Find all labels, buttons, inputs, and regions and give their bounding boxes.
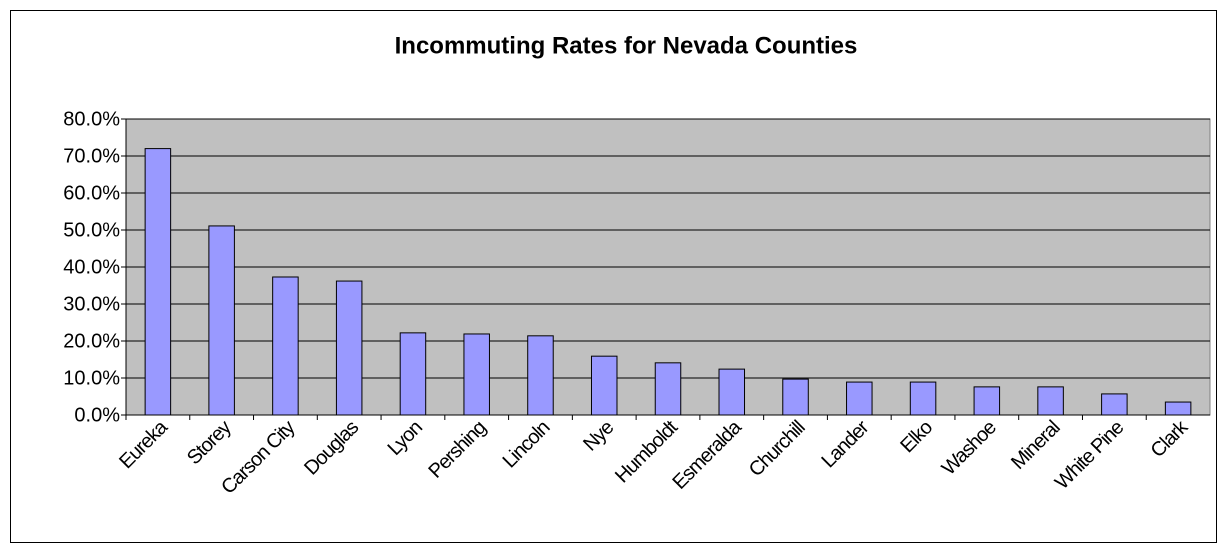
bar: [846, 381, 873, 416]
bar: [272, 276, 299, 416]
bar: [399, 332, 427, 416]
bar: [973, 386, 1001, 416]
y-tick-label: 70.0%: [63, 145, 120, 167]
bar: [463, 333, 490, 416]
bar: [654, 362, 682, 416]
bar: [335, 280, 363, 416]
y-tick-label: 20.0%: [63, 330, 120, 352]
bar: [718, 368, 746, 416]
bar: [208, 225, 235, 416]
y-tick-label: 0.0%: [74, 404, 120, 426]
y-tick-label: 10.0%: [63, 367, 120, 389]
bar: [1164, 401, 1192, 416]
y-tick-label: 30.0%: [63, 293, 120, 315]
y-tick-label: 80.0%: [63, 108, 120, 130]
bar: [144, 148, 172, 416]
y-tick-label: 60.0%: [63, 182, 120, 204]
bar: [527, 335, 554, 416]
y-tick-label: 40.0%: [63, 256, 120, 278]
bar: [590, 355, 618, 416]
bar: [782, 378, 809, 416]
bar: [909, 381, 937, 416]
y-tick-label: 50.0%: [63, 219, 120, 241]
bar: [1037, 386, 1064, 416]
bar: [1101, 393, 1128, 416]
chart-title: Incommuting Rates for Nevada Counties: [395, 32, 858, 59]
